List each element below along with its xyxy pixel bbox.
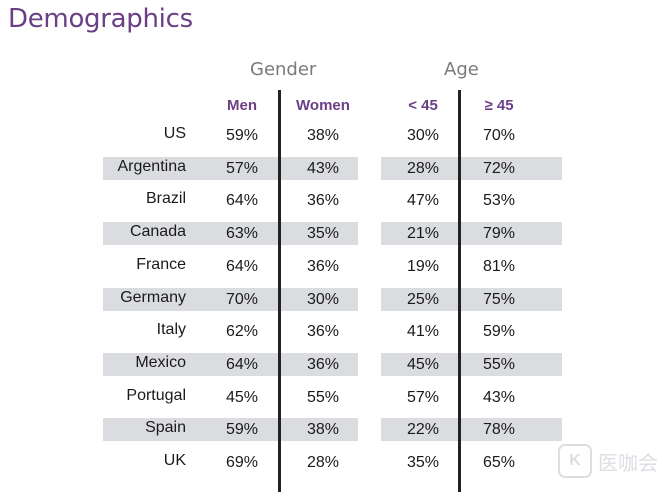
men-value-cell: 59% [225, 421, 259, 439]
women-value-cell: 36% [306, 257, 340, 275]
country-label: Mexico [135, 353, 186, 371]
under45-value-cell: 25% [406, 290, 440, 308]
watermark-text: 医咖会 [598, 450, 658, 475]
men-value-cell: 69% [225, 454, 259, 471]
over45-value-cell: 81% [482, 257, 516, 275]
row-stripe-age [381, 287, 562, 311]
women-value-cell: 43% [306, 159, 340, 177]
women-value-cell: 38% [306, 127, 340, 144]
row-stripe-age [381, 156, 562, 180]
watermark: K 医咖会 [558, 444, 658, 478]
under45-value-cell: 45% [406, 355, 440, 373]
country-label: France [136, 255, 186, 273]
country-label: Brazil [145, 190, 186, 208]
men-value-cell: 59% [225, 127, 259, 144]
women-value-cell: 35% [306, 225, 340, 243]
men-value-cell: 64% [225, 355, 259, 373]
country-label: Argentina [117, 157, 187, 175]
country-label: Portugal [126, 386, 186, 404]
under45-value-cell: 47% [406, 192, 440, 210]
over45-value-cell: 65% [482, 454, 516, 471]
men-value-cell: 70% [225, 290, 259, 308]
over45-value-cell: 43% [482, 388, 516, 406]
row-stripe-gender [103, 156, 358, 180]
under45-value-cell: 57% [406, 388, 440, 406]
page-title: Demographics [8, 4, 193, 34]
men-value-cell: 64% [225, 192, 259, 210]
row-stripe-gender [103, 287, 358, 311]
men-value-cell: 63% [225, 225, 259, 243]
country-label: UK [163, 452, 186, 469]
under-45-column-header: < 45 [408, 97, 438, 114]
women-value-cell: 38% [306, 421, 340, 439]
women-value-cell: 36% [306, 192, 340, 210]
women-value-cell: 30% [306, 290, 340, 308]
under45-value-cell: 41% [406, 323, 440, 341]
age-column-divider [458, 90, 461, 492]
over45-value-cell: 78% [482, 421, 516, 439]
over45-value-cell: 72% [482, 159, 516, 177]
women-column-header: Women [296, 97, 350, 114]
under45-value-cell: 21% [406, 225, 440, 243]
men-value-cell: 57% [225, 159, 259, 177]
row-stripe-age [381, 352, 562, 376]
men-value-cell: 62% [225, 323, 259, 341]
over45-value-cell: 79% [482, 225, 516, 243]
country-label: Germany [120, 288, 186, 306]
country-label: Spain [145, 419, 186, 437]
women-value-cell: 55% [306, 388, 340, 406]
over45-value-cell: 70% [482, 127, 516, 144]
row-stripe-gender [103, 352, 358, 376]
women-value-cell: 36% [306, 323, 340, 341]
men-value-cell: 64% [225, 257, 259, 275]
row-stripe-age [381, 222, 562, 246]
watermark-logo-icon: K [558, 444, 592, 478]
under45-value-cell: 28% [406, 159, 440, 177]
under45-value-cell: 35% [406, 454, 440, 471]
women-value-cell: 28% [306, 454, 340, 471]
row-stripe-gender [103, 222, 358, 246]
gender-group-label: Gender [250, 59, 317, 80]
women-value-cell: 36% [306, 355, 340, 373]
over-45-column-header: ≥ 45 [484, 97, 514, 114]
row-stripe-age [381, 418, 562, 442]
over45-value-cell: 53% [482, 192, 516, 210]
over45-value-cell: 59% [482, 323, 516, 341]
gender-column-divider [278, 90, 281, 492]
men-value-cell: 45% [225, 388, 259, 406]
under45-value-cell: 19% [406, 257, 440, 275]
country-label: Italy [156, 321, 186, 339]
country-label: US [163, 125, 186, 142]
row-stripe-gender [103, 418, 358, 442]
under45-value-cell: 22% [406, 421, 440, 439]
under45-value-cell: 30% [406, 127, 440, 144]
over45-value-cell: 75% [482, 290, 516, 308]
over45-value-cell: 55% [482, 355, 516, 373]
men-column-header: Men [227, 97, 257, 114]
age-group-label: Age [444, 59, 479, 80]
country-label: Canada [129, 223, 186, 241]
